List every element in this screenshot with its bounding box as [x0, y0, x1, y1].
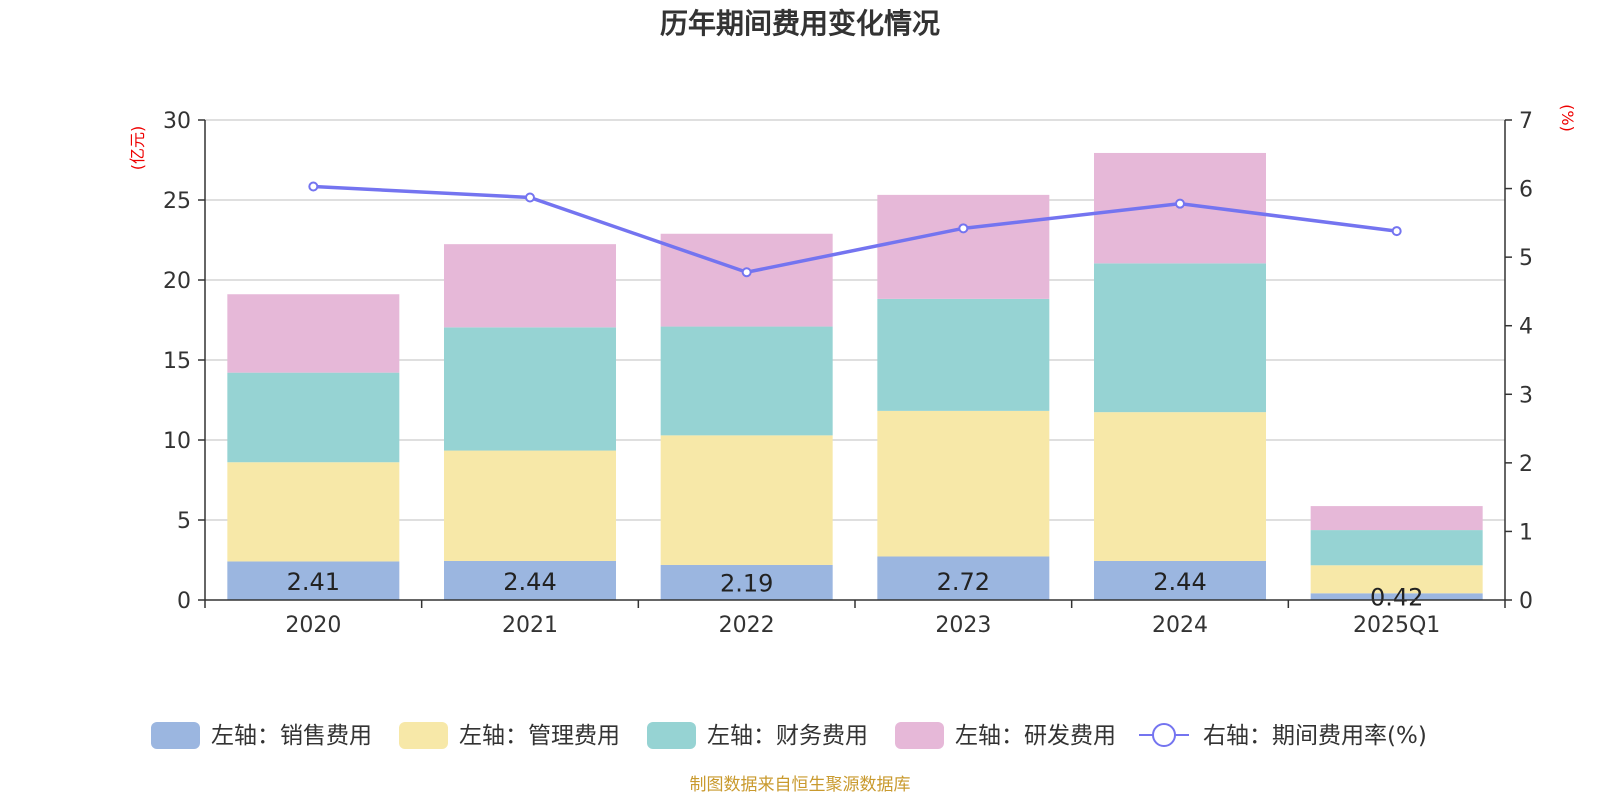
bar-admin [877, 410, 1050, 557]
x-tick-label: 2024 [1152, 613, 1208, 638]
bar-sales [660, 564, 833, 600]
bar-sales [444, 560, 616, 600]
left-tick-label: 20 [163, 269, 191, 294]
right-tick-label: 7 [1519, 109, 1533, 134]
legend-label-admin: 左轴：管理费用 [459, 723, 620, 749]
data-label: 2.72 [937, 568, 990, 596]
chart-title: 历年期间费用变化情况 [660, 7, 940, 40]
legend-label-sales: 左轴：销售费用 [211, 723, 372, 749]
bar-admin [660, 435, 833, 565]
bars [227, 152, 1483, 600]
bar-finance [1310, 530, 1483, 566]
legend-swatch-admin [399, 722, 448, 749]
legend-swatch-rd [895, 722, 944, 749]
legend: 左轴：销售费用 左轴：管理费用 左轴：财务费用 左轴：研发费用 右轴：期间费用率(%) [151, 722, 1427, 749]
bar-finance [660, 326, 833, 436]
data-label: 2.44 [1153, 568, 1206, 596]
left-axis-unit: (亿元) [128, 126, 147, 171]
rate-point [525, 192, 535, 203]
left-tick-label: 0 [177, 589, 191, 614]
data-labels: 2.41 2.44 2.19 2.72 2.44 0.42 [287, 568, 1424, 612]
left-tick-label: 15 [163, 349, 191, 374]
right-tick-label: 0 [1519, 589, 1533, 614]
x-tick-label: 2025Q1 [1353, 613, 1440, 638]
legend-label-finance: 左轴：财务费用 [707, 723, 868, 749]
legend-swatch-finance [647, 722, 696, 749]
bar-rd [227, 294, 400, 373]
bar-sales [1094, 560, 1266, 600]
right-tick-label: 4 [1519, 315, 1533, 340]
bar-finance [444, 327, 616, 451]
legend-swatch-sales [151, 722, 200, 749]
bar-finance [877, 298, 1050, 411]
right-tick-label: 2 [1519, 452, 1533, 477]
rate-line [308, 181, 1402, 278]
bar-rd [444, 244, 616, 328]
x-tick-label: 2020 [285, 613, 341, 638]
legend-label-rd: 左轴：研发费用 [955, 723, 1116, 749]
x-tick-label: 2023 [935, 613, 991, 638]
right-tick-label: 6 [1519, 178, 1533, 203]
data-label: 2.41 [287, 568, 340, 596]
left-tick-label: 10 [163, 429, 191, 454]
rate-point [1391, 226, 1402, 237]
bar-finance [1094, 263, 1266, 413]
rate-point [958, 223, 969, 234]
right-tick-label: 3 [1519, 383, 1533, 408]
axes: 0 5 10 15 20 25 30 0 1 2 3 4 5 6 7 2020 2021 2022 2023 2024… [163, 109, 1533, 638]
left-tick-label: 30 [163, 109, 191, 134]
bar-admin [1310, 565, 1483, 594]
left-tick-label: 5 [177, 509, 191, 534]
bar-rd [1310, 506, 1483, 531]
bar-sales [877, 556, 1050, 600]
rate-point [308, 181, 319, 192]
bar-admin [1094, 412, 1266, 561]
x-tick-label: 2021 [502, 613, 558, 638]
data-label: 0.42 [1370, 584, 1423, 612]
legend-marker-icon [1152, 723, 1176, 747]
rate-series-line [313, 184, 1397, 275]
right-tick-label: 5 [1519, 246, 1533, 271]
rate-point [741, 267, 752, 278]
bar-admin [227, 462, 400, 562]
source-note: 制图数据来自恒生聚源数据库 [690, 775, 911, 795]
gridlines [205, 119, 1505, 521]
bar-finance [227, 372, 400, 463]
bar-rd [877, 194, 1050, 299]
bar-sales [1310, 593, 1483, 600]
right-axis-unit: (%) [1558, 104, 1577, 132]
rate-point [1175, 198, 1185, 209]
data-label: 2.19 [720, 569, 773, 597]
legend-label-rate: 右轴：期间费用率(%) [1203, 723, 1427, 749]
bar-rd [660, 233, 833, 327]
bar-admin [444, 450, 616, 561]
x-tick-label: 2022 [719, 613, 775, 638]
right-tick-label: 1 [1519, 520, 1533, 545]
data-label: 2.44 [503, 568, 556, 596]
bar-sales [227, 561, 400, 600]
left-tick-label: 25 [163, 189, 191, 214]
